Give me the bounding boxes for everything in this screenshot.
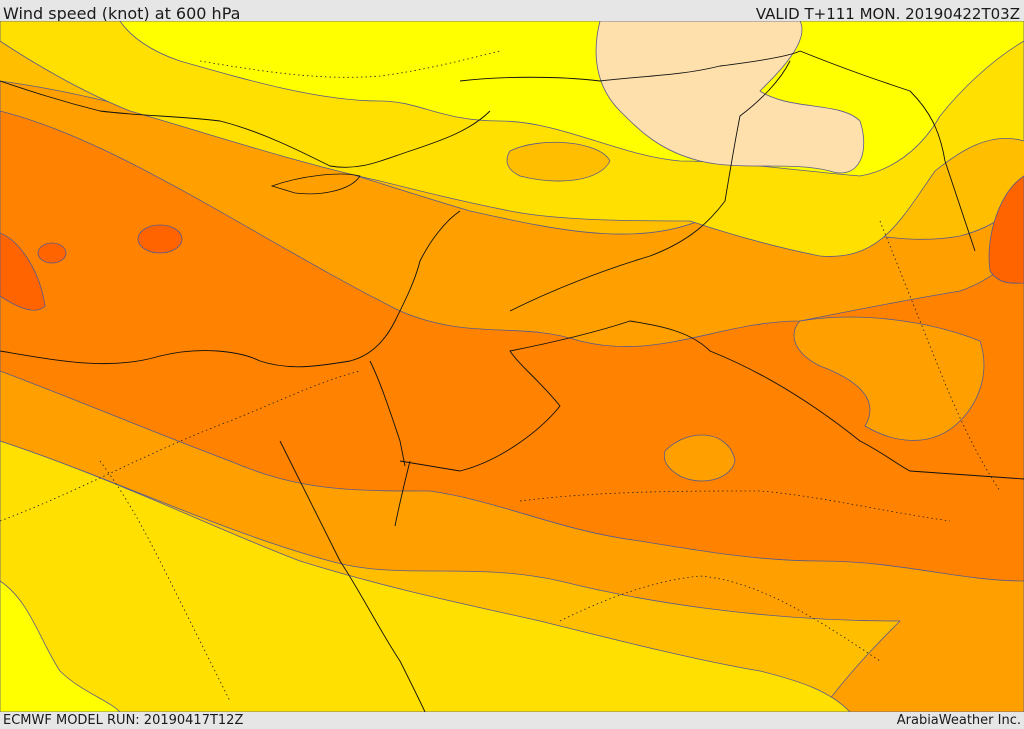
map-panel[interactable] xyxy=(0,21,1024,712)
border-jordan-iraq xyxy=(509,60,791,312)
core-dark-orange-east xyxy=(988,175,1024,284)
core-dark-orange-west xyxy=(0,232,46,311)
island-gold-mid xyxy=(506,141,611,182)
footer-bar: ECMWF MODEL RUN: 20190417T12Z ArabiaWeat… xyxy=(0,712,1024,729)
header-bar: Wind speed (knot) at 600 hPa VALID T+111… xyxy=(0,0,1024,23)
island-light-orange-south xyxy=(663,434,736,482)
border-saudi-north xyxy=(399,320,1024,480)
core-dark-orange-small xyxy=(137,224,183,254)
band-gold-south xyxy=(0,440,851,712)
core-dark-orange-tiny xyxy=(37,242,67,264)
island-light-orange-east xyxy=(793,316,985,441)
coastline-turkey xyxy=(0,80,491,168)
border-egypt-sudan xyxy=(369,360,406,467)
admin-boundary-1 xyxy=(0,370,361,522)
admin-boundary-4 xyxy=(199,50,501,78)
border-iraq-iran xyxy=(799,50,976,252)
band-yellow-southwest xyxy=(0,580,121,712)
model-run: ECMWF MODEL RUN: 20190417T12Z xyxy=(3,713,244,728)
coastline-red-sea xyxy=(279,440,426,712)
valid-time: VALID T+111 MON. 20190422T03Z xyxy=(755,5,1020,23)
coastline-mediterranean xyxy=(0,210,461,368)
coastline-gulf-aqaba xyxy=(394,460,411,527)
wind-speed-map[interactable] xyxy=(0,21,1024,712)
admin-boundary-2 xyxy=(519,490,951,522)
chart-title: Wind speed (knot) at 600 hPa xyxy=(3,4,241,23)
credit: ArabiaWeather Inc. xyxy=(896,713,1021,728)
coastline-cyprus xyxy=(270,173,361,195)
border-syria-turkey xyxy=(459,50,801,82)
core-pale-north xyxy=(595,21,865,174)
